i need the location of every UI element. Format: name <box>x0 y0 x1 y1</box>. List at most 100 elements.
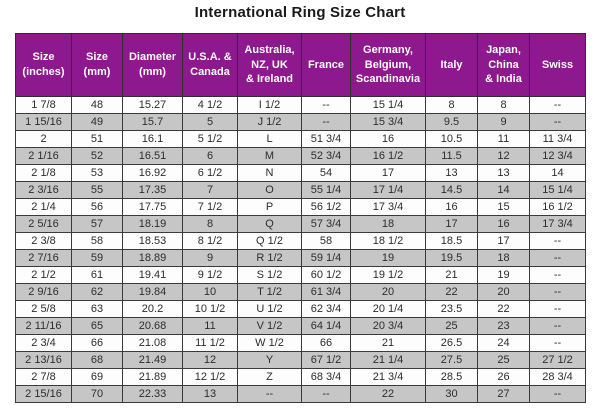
table-cell: 70 <box>71 385 123 403</box>
table-cell: 64 1/4 <box>301 317 351 335</box>
table-cell: 9 <box>182 249 238 267</box>
table-row: 1 15/16 49 15.7 5 J 1/2 -- 15 3/4 9.5 9 -- <box>15 113 586 131</box>
table-cell: M <box>237 147 302 165</box>
table-cell: 5 1/2 <box>182 130 238 148</box>
table-cell: 21.08 <box>122 334 183 352</box>
table-cell: 67 1/2 <box>301 351 351 369</box>
table-cell: 21 3/4 <box>350 368 426 386</box>
table-cell: 16 <box>425 198 478 216</box>
table-cell: 68 3/4 <box>301 368 351 386</box>
table-cell: 18.53 <box>122 232 183 250</box>
table-cell: 11 3/4 <box>529 130 586 148</box>
table-cell: 16 <box>477 215 530 233</box>
table-cell: 19 1/2 <box>350 266 426 284</box>
table-cell: Q <box>237 215 302 233</box>
table-cell: 8 <box>182 215 238 233</box>
table-cell: 56 1/2 <box>301 198 351 216</box>
table-cell: 16 1/2 <box>529 198 586 216</box>
table-cell: 23.5 <box>425 300 478 318</box>
table-cell: 53 <box>71 164 123 182</box>
table-cell: 57 3/4 <box>301 215 351 233</box>
table-cell: 2 13/16 <box>15 351 72 369</box>
column-header-swiss: Swiss <box>529 33 586 97</box>
table-row: 2 3/4 66 21.08 11 1/2 W 1/2 66 21 26.5 24 -- <box>15 334 586 352</box>
table-cell: 17 3/4 <box>529 215 586 233</box>
table-cell: 22 <box>477 300 530 318</box>
table-cell: 66 <box>71 334 123 352</box>
table-row: 2 13/16 68 21.49 12 Y 67 1/2 21 1/4 27.5 25 27 1/… <box>15 351 586 369</box>
table-cell: 14 <box>477 181 530 199</box>
table-cell: P <box>237 198 302 216</box>
table-cell: 17.35 <box>122 181 183 199</box>
table-cell: -- <box>529 283 586 301</box>
table-cell: 21 1/4 <box>350 351 426 369</box>
table-cell: 2 3/16 <box>15 181 72 199</box>
table-cell: 61 3/4 <box>301 283 351 301</box>
table-cell: 24 <box>477 334 530 352</box>
table-cell: 10 <box>182 283 238 301</box>
table-row: 2 7/8 69 21.89 12 1/2 Z 68 3/4 21 3/4 28.5 26 28 … <box>15 368 586 386</box>
table-cell: Z <box>237 368 302 386</box>
table-cell: 62 3/4 <box>301 300 351 318</box>
table-cell: 18 <box>350 215 426 233</box>
table-row: 2 3/8 58 18.53 8 1/2 Q 1/2 58 18 1/2 18.5 17 -- <box>15 232 586 250</box>
column-header-italy: Italy <box>425 33 478 97</box>
table-cell: 21 <box>350 334 426 352</box>
table-row: 2 1/8 53 16.92 6 1/2 N 54 17 13 13 14 <box>15 164 586 182</box>
table-cell: 28 3/4 <box>529 368 586 386</box>
table-cell: 22.33 <box>122 385 183 403</box>
table-cell: 15 1/4 <box>350 96 426 114</box>
table-cell: 58 <box>301 232 351 250</box>
table-cell: 16.51 <box>122 147 183 165</box>
table-cell: 66 <box>301 334 351 352</box>
column-header-france: France <box>301 33 351 97</box>
table-cell: 25 <box>477 351 530 369</box>
table-cell: 2 1/2 <box>15 266 72 284</box>
table-cell: J 1/2 <box>237 113 302 131</box>
table-cell: 19 <box>477 266 530 284</box>
table-cell: 18.89 <box>122 249 183 267</box>
table-cell: 2 5/8 <box>15 300 72 318</box>
table-cell: -- <box>529 96 586 114</box>
table-cell: 20 <box>477 283 530 301</box>
table-header: Size (inches) Size (mm) Diameter (mm) U.… <box>15 33 586 97</box>
table-cell: 2 5/16 <box>15 215 72 233</box>
table-body: 1 7/8 48 15.27 4 1/2 I 1/2 -- 15 1/4 8 8 -- 1 15/1… <box>15 96 586 403</box>
table-cell: 55 <box>71 181 123 199</box>
table-cell: 49 <box>71 113 123 131</box>
table-cell: 61 <box>71 266 123 284</box>
table-cell: -- <box>529 334 586 352</box>
table-cell: 1 7/8 <box>15 96 72 114</box>
table-cell: L <box>237 130 302 148</box>
table-cell: 19 <box>350 249 426 267</box>
table-cell: 11.5 <box>425 147 478 165</box>
table-cell: 5 <box>182 113 238 131</box>
table-cell: 21.49 <box>122 351 183 369</box>
table-cell: W 1/2 <box>237 334 302 352</box>
table-cell: 14 <box>529 164 586 182</box>
table-row: 1 7/8 48 15.27 4 1/2 I 1/2 -- 15 1/4 8 8 -- <box>15 96 586 114</box>
table-cell: 21.89 <box>122 368 183 386</box>
table-cell: 54 <box>301 164 351 182</box>
table-row: 2 1/4 56 17.75 7 1/2 P 56 1/2 17 3/4 16 15 16 1/2 <box>15 198 586 216</box>
column-header-diameter-mm: Diameter (mm) <box>122 33 183 97</box>
table-cell: 12 1/2 <box>182 368 238 386</box>
table-cell: 12 <box>182 351 238 369</box>
table-cell: R 1/2 <box>237 249 302 267</box>
table-cell: 11 <box>477 130 530 148</box>
table-cell: 2 11/16 <box>15 317 72 335</box>
table-cell: 52 3/4 <box>301 147 351 165</box>
table-cell: 16 1/2 <box>350 147 426 165</box>
table-cell: 23 <box>477 317 530 335</box>
table-cell: 6 <box>182 147 238 165</box>
table-cell: 28.5 <box>425 368 478 386</box>
table-cell: 51 3/4 <box>301 130 351 148</box>
table-cell: 55 1/4 <box>301 181 351 199</box>
table-cell: 19.84 <box>122 283 183 301</box>
table-cell: 19.5 <box>425 249 478 267</box>
table-cell: 68 <box>71 351 123 369</box>
table-cell: 69 <box>71 368 123 386</box>
table-cell: 2 15/16 <box>15 385 72 403</box>
table-cell: 12 <box>477 147 530 165</box>
column-header-japan-china-india: Japan, China & India <box>477 33 530 97</box>
